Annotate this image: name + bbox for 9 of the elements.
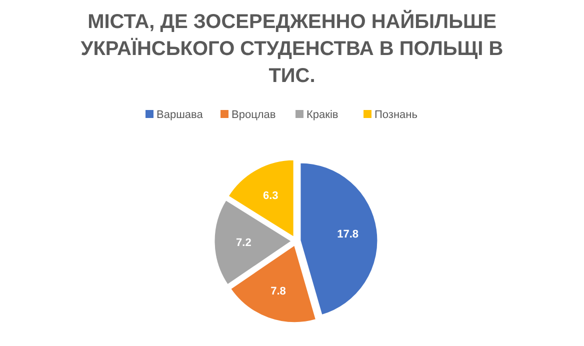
data-label: 6.3	[262, 190, 278, 202]
legend-label: Вроцлав	[232, 109, 276, 121]
data-label: 7.8	[270, 285, 286, 298]
data-label: 17.8	[337, 228, 359, 241]
legend-label: Познань	[374, 109, 418, 121]
legend-label: Варшава	[156, 109, 204, 121]
data-label: 7.2	[236, 237, 252, 250]
legend-label: Краків	[306, 109, 338, 121]
chart-title: МІСТА, ДЕ ЗОСЕРЕДЖЕННО НАЙБІЛЬШЕ УКРАЇНСЬКОГО СТУДЕНСТВА В ПОЛЬЩІ В ТИС.	[80, 9, 504, 87]
